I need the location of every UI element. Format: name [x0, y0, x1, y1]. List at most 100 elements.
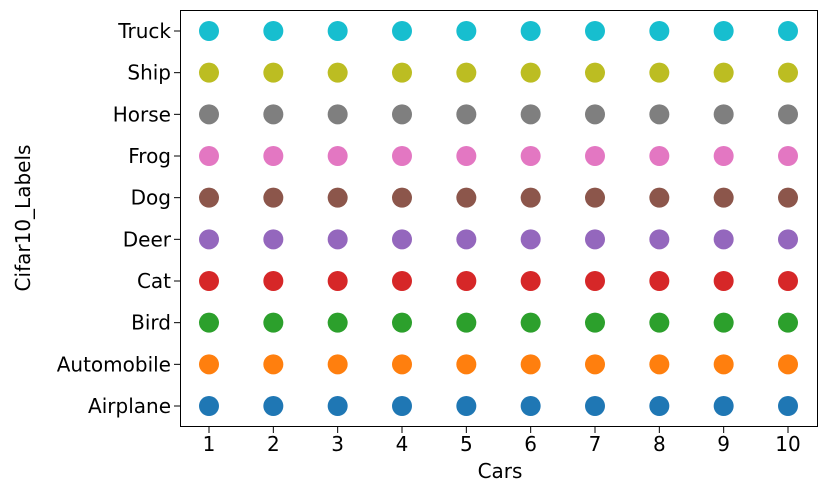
x-tick-label: 10: [775, 432, 800, 456]
point-bird-8: [649, 312, 670, 333]
point-automobile-7: [585, 354, 605, 375]
point-airplane-6: [520, 396, 541, 416]
point-airplane-8: [649, 396, 670, 416]
point-automobile-5: [456, 354, 477, 375]
point-cat-4: [392, 271, 412, 291]
point-ship-10: [778, 62, 798, 83]
point-horse-9: [713, 104, 734, 125]
point-frog-4: [392, 146, 412, 166]
point-dog-1: [199, 187, 219, 208]
point-automobile-10: [778, 354, 798, 375]
point-deer-7: [585, 229, 605, 250]
x-tick-label: 3: [331, 432, 344, 456]
x-tick-label: 7: [589, 432, 602, 456]
point-deer-5: [456, 229, 477, 250]
point-truck-4: [392, 21, 412, 41]
point-automobile-1: [199, 354, 219, 375]
x-tick-label: 5: [460, 432, 473, 456]
point-deer-2: [263, 229, 284, 250]
point-deer-10: [778, 229, 798, 250]
point-ship-4: [392, 62, 412, 83]
point-ship-1: [199, 62, 219, 83]
point-frog-6: [520, 146, 541, 166]
point-dog-4: [392, 187, 412, 208]
point-truck-10: [778, 21, 798, 41]
point-deer-8: [649, 229, 670, 250]
point-horse-7: [585, 104, 605, 125]
y-tick-label-cat: Cat: [137, 269, 171, 293]
point-cat-5: [456, 271, 477, 291]
point-dog-3: [327, 187, 348, 208]
point-airplane-4: [392, 396, 412, 416]
point-automobile-4: [392, 354, 412, 375]
point-airplane-7: [585, 396, 605, 416]
point-deer-3: [327, 229, 348, 250]
point-cat-1: [199, 271, 219, 291]
point-truck-1: [199, 21, 219, 41]
point-automobile-8: [649, 354, 670, 375]
point-ship-8: [649, 62, 670, 83]
chart-points: [199, 21, 798, 416]
point-truck-9: [713, 21, 734, 41]
x-tick-label: 6: [524, 432, 537, 456]
point-frog-5: [456, 146, 477, 166]
point-dog-5: [456, 187, 477, 208]
point-dog-2: [263, 187, 284, 208]
plot-frame: [180, 10, 818, 427]
point-cat-2: [263, 271, 284, 291]
point-bird-3: [327, 312, 348, 333]
point-truck-3: [327, 21, 348, 41]
point-frog-3: [327, 146, 348, 166]
point-bird-6: [520, 312, 541, 333]
point-dog-7: [585, 187, 605, 208]
point-frog-7: [585, 146, 605, 166]
point-horse-1: [199, 104, 219, 125]
point-bird-4: [392, 312, 412, 333]
point-frog-8: [649, 146, 670, 166]
point-bird-9: [713, 312, 734, 333]
y-tick-label-ship: Ship: [127, 61, 171, 85]
point-horse-8: [649, 104, 670, 125]
point-frog-9: [713, 146, 734, 166]
y-tick-label-truck: Truck: [117, 19, 171, 43]
point-ship-6: [520, 62, 541, 83]
point-bird-10: [778, 312, 798, 333]
point-deer-1: [199, 229, 219, 250]
point-bird-5: [456, 312, 477, 333]
point-dog-10: [778, 187, 798, 208]
x-tick-label: 2: [267, 432, 280, 456]
x-axis: 1 2 3 4 5 6 7 8 9 10: [203, 427, 801, 456]
y-tick-label-bird: Bird: [131, 311, 171, 335]
point-horse-4: [392, 104, 412, 125]
point-bird-7: [585, 312, 605, 333]
point-truck-6: [520, 21, 541, 41]
point-ship-5: [456, 62, 477, 83]
point-airplane-1: [199, 396, 219, 416]
point-cat-9: [713, 271, 734, 291]
point-automobile-2: [263, 354, 284, 375]
point-horse-3: [327, 104, 348, 125]
point-truck-8: [649, 21, 670, 41]
point-ship-2: [263, 62, 284, 83]
point-cat-3: [327, 271, 348, 291]
point-cat-7: [585, 271, 605, 291]
point-truck-5: [456, 21, 477, 41]
y-tick-label-automobile: Automobile: [57, 352, 171, 376]
point-horse-6: [520, 104, 541, 125]
y-axis: Airplane Automobile Bird Cat Deer Dog Frog Hors…: [57, 19, 180, 418]
point-automobile-6: [520, 354, 541, 375]
point-cat-10: [778, 271, 798, 291]
point-frog-10: [778, 146, 798, 166]
x-axis-title: Cars: [478, 459, 523, 483]
y-tick-label-airplane: Airplane: [88, 394, 171, 418]
point-deer-9: [713, 229, 734, 250]
point-bird-2: [263, 312, 284, 333]
y-tick-label-deer: Deer: [123, 227, 172, 251]
x-tick-label: 9: [717, 432, 730, 456]
y-tick-label-dog: Dog: [131, 186, 171, 210]
point-airplane-3: [327, 396, 348, 416]
x-tick-label: 8: [653, 432, 666, 456]
point-automobile-9: [713, 354, 734, 375]
point-airplane-10: [778, 396, 798, 416]
